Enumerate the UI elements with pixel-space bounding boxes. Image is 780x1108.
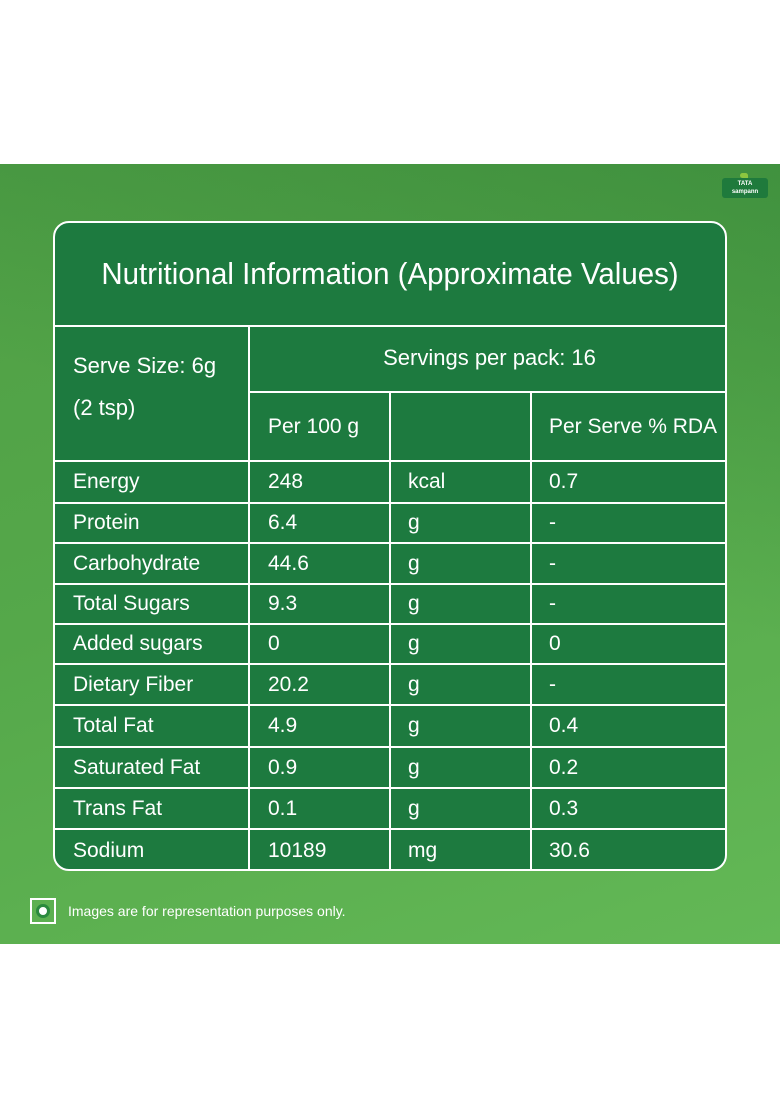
row-divider	[55, 787, 725, 789]
table-title: Nutritional Information (Approximate Val…	[101, 256, 679, 291]
cell-unit: g	[408, 755, 420, 779]
cell-per100: 9.3	[268, 592, 298, 615]
divider-col2	[389, 391, 391, 869]
cell-rda: -	[549, 511, 556, 534]
cell-nutrient: Total Fat	[73, 714, 154, 737]
cell-per100: 0.1	[268, 796, 298, 820]
cell-unit: g	[408, 796, 420, 820]
cell-nutrient: Total Sugars	[73, 592, 190, 615]
row-divider	[55, 746, 725, 748]
cell-per100: 44.6	[268, 551, 309, 575]
cell-unit: g	[408, 551, 420, 575]
cell-nutrient: Saturated Fat	[73, 755, 201, 779]
cell-nutrient: Trans Fat	[73, 796, 163, 820]
serve-size-line1: Serve Size: 6g	[73, 353, 217, 378]
cell-rda: 0	[549, 632, 561, 655]
divider-col3	[530, 391, 532, 869]
cell-rda: 0.3	[549, 796, 579, 820]
cell-nutrient: Added sugars	[73, 632, 203, 655]
divider-col1	[248, 325, 250, 869]
veg-symbol-icon	[30, 898, 56, 924]
cell-per100: 4.9	[268, 714, 298, 737]
serve-size: Serve Size: 6g (2 tsp)	[73, 345, 216, 429]
cell-unit: mg	[408, 838, 438, 862]
cell-nutrient: Carbohydrate	[73, 551, 201, 575]
col-header-per100: Per 100 g	[268, 414, 360, 438]
disclaimer-text: Images are for representation purposes o…	[68, 903, 346, 919]
divider-servings	[250, 391, 725, 393]
logo-line2: sampann	[731, 189, 759, 195]
cell-per100: 248	[268, 470, 304, 493]
cell-per100: 6.4	[268, 511, 298, 534]
nutrition-table: Nutritional Information (Approximate Val…	[53, 221, 727, 871]
brand-logo: TATA sampann	[722, 173, 768, 198]
row-divider	[55, 704, 725, 706]
cell-rda: -	[549, 672, 556, 696]
cell-unit: kcal	[408, 470, 446, 493]
row-divider	[55, 542, 725, 544]
cell-rda: -	[549, 592, 556, 615]
cell-nutrient: Dietary Fiber	[73, 672, 194, 696]
servings-per-pack: Servings per pack: 16	[383, 345, 596, 370]
cell-unit: g	[408, 714, 420, 737]
cell-unit: g	[408, 632, 420, 655]
cell-per100: 10189	[268, 838, 327, 862]
cell-nutrient: Protein	[73, 511, 140, 534]
cell-unit: g	[408, 672, 420, 696]
cell-rda: 0.7	[549, 470, 579, 493]
cell-per100: 0	[268, 632, 280, 655]
row-divider	[55, 502, 725, 504]
logo-line1: TATA	[737, 181, 753, 187]
cell-rda: 0.2	[549, 755, 579, 779]
cell-rda: 30.6	[549, 838, 590, 862]
disclaimer: Images are for representation purposes o…	[30, 898, 346, 924]
col-header-rda: Per Serve % RDA	[549, 414, 718, 438]
cell-per100: 0.9	[268, 755, 298, 779]
cell-rda: 0.4	[549, 714, 579, 737]
serve-size-line2: (2 tsp)	[73, 395, 136, 420]
cell-nutrient: Energy	[73, 470, 140, 493]
row-divider	[55, 623, 725, 625]
leaf-icon	[740, 173, 748, 178]
row-divider	[55, 583, 725, 585]
row-divider	[55, 828, 725, 830]
cell-unit: g	[408, 592, 420, 615]
row-divider	[55, 663, 725, 665]
divider-header	[55, 460, 725, 462]
cell-per100: 20.2	[268, 672, 309, 696]
nutrition-panel: TATA sampann Nutritional Information (Ap…	[0, 164, 780, 944]
cell-nutrient: Sodium	[73, 838, 145, 862]
cell-unit: g	[408, 511, 420, 534]
divider-title	[55, 325, 725, 327]
cell-rda: -	[549, 551, 556, 575]
